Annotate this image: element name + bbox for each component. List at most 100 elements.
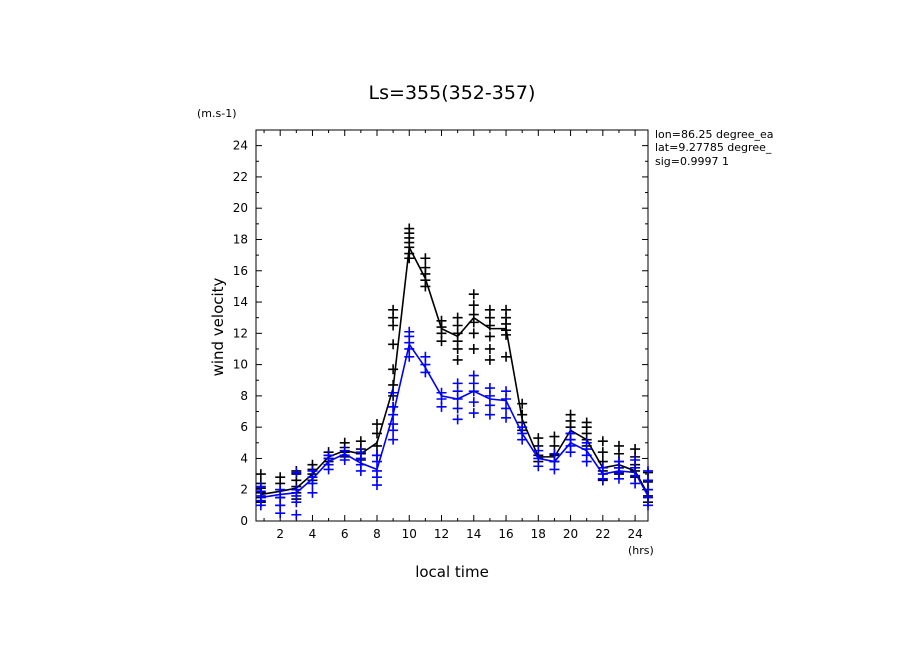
sample-marker <box>581 417 592 428</box>
x-tick-label: 14 <box>466 527 481 541</box>
sample-marker <box>307 465 318 476</box>
sample-marker <box>307 487 318 498</box>
sample-marker <box>468 408 479 419</box>
sample-marker <box>643 465 653 476</box>
sample-marker <box>388 304 399 315</box>
sample-marker <box>255 481 266 492</box>
sample-marker <box>468 397 479 408</box>
sample-marker <box>388 339 399 350</box>
sample-marker <box>468 343 479 354</box>
sample-marker <box>468 328 479 339</box>
sample-marker <box>533 445 544 456</box>
sample-marker <box>452 414 463 425</box>
sample-marker <box>484 400 495 411</box>
sample-marker <box>323 450 334 461</box>
x-tick-label: 20 <box>563 527 578 541</box>
sample-marker <box>501 351 512 362</box>
sample-marker <box>630 444 641 455</box>
sample-marker <box>597 436 608 447</box>
sample-marker <box>549 448 560 459</box>
sample-marker <box>404 223 415 234</box>
y-tick-label: 0 <box>240 514 248 528</box>
sample-marker <box>420 262 431 273</box>
sample-marker <box>468 289 479 300</box>
sample-marker <box>565 409 576 420</box>
series-line <box>260 342 649 499</box>
sample-marker <box>420 351 431 362</box>
sample-marker <box>275 484 286 495</box>
y-tick-label: 24 <box>233 139 248 153</box>
sample-marker <box>581 437 592 448</box>
sample-marker <box>388 401 399 412</box>
x-tick-label: 22 <box>595 527 610 541</box>
x-unit-label: (hrs) <box>628 544 654 557</box>
sample-marker <box>549 431 560 442</box>
sample-marker <box>291 467 302 478</box>
sample-marker <box>484 304 495 315</box>
y-tick-label: 10 <box>233 358 248 372</box>
sample-marker <box>355 436 366 447</box>
sample-marker <box>468 370 479 381</box>
y-unit-label: (m.s-1) <box>197 107 237 120</box>
y-axis-label: wind velocity <box>209 277 227 376</box>
sample-marker <box>484 331 495 342</box>
sample-marker <box>452 378 463 389</box>
y-tick-label: 22 <box>233 170 248 184</box>
sample-marker <box>468 300 479 311</box>
x-tick-label: 18 <box>531 527 546 541</box>
y-tick-label: 6 <box>240 420 248 434</box>
sample-marker <box>484 409 495 420</box>
sample-marker <box>484 354 495 365</box>
sample-marker <box>355 447 366 458</box>
sample-marker <box>613 440 624 451</box>
series-line <box>260 244 649 496</box>
x-tick-label: 4 <box>309 527 317 541</box>
sample-marker <box>484 383 495 394</box>
sample-marker <box>388 364 399 375</box>
sample-marker <box>565 428 576 439</box>
sample-marker <box>452 354 463 365</box>
y-tick-label: 2 <box>240 483 248 497</box>
sample-marker <box>388 434 399 445</box>
annotation-lat: lat=9.27785 degree_ <box>655 141 772 154</box>
sample-marker <box>388 387 399 398</box>
y-tick-label: 18 <box>233 232 248 246</box>
y-tick-label: 12 <box>233 326 248 340</box>
sample-marker <box>452 312 463 323</box>
sample-marker <box>613 456 624 467</box>
chart-title: Ls=355(352-357) <box>369 82 536 104</box>
sample-marker <box>533 433 544 444</box>
sample-marker <box>597 447 608 458</box>
y-tick-label: 16 <box>233 264 248 278</box>
series-1 <box>255 326 653 520</box>
sample-marker <box>501 412 512 423</box>
plot-marks <box>255 223 653 520</box>
sample-marker <box>255 469 266 480</box>
x-tick-label: 6 <box>341 527 349 541</box>
sample-marker <box>501 304 512 315</box>
y-tick-label: 4 <box>240 451 248 465</box>
sample-marker <box>630 455 641 466</box>
y-tick-label: 14 <box>233 295 248 309</box>
x-tick-label: 24 <box>627 527 642 541</box>
sample-marker <box>501 386 512 397</box>
x-tick-label: 10 <box>402 527 417 541</box>
sample-marker <box>420 253 431 264</box>
x-tick-label: 16 <box>498 527 513 541</box>
sample-marker <box>275 472 286 483</box>
sample-marker <box>452 403 463 414</box>
x-tick-label: 2 <box>276 527 284 541</box>
sample-marker <box>371 419 382 430</box>
y-tick-label: 20 <box>233 201 248 215</box>
plot-frame <box>255 129 649 522</box>
x-axis-label: local time <box>415 563 489 581</box>
sample-marker <box>291 509 302 520</box>
x-tick-label: 8 <box>373 527 381 541</box>
series-0 <box>255 223 653 511</box>
sample-marker <box>404 326 415 337</box>
annotation-sig: sig=0.9997 1 <box>655 155 729 168</box>
x-tick-label: 12 <box>434 527 449 541</box>
sample-marker <box>643 475 653 486</box>
